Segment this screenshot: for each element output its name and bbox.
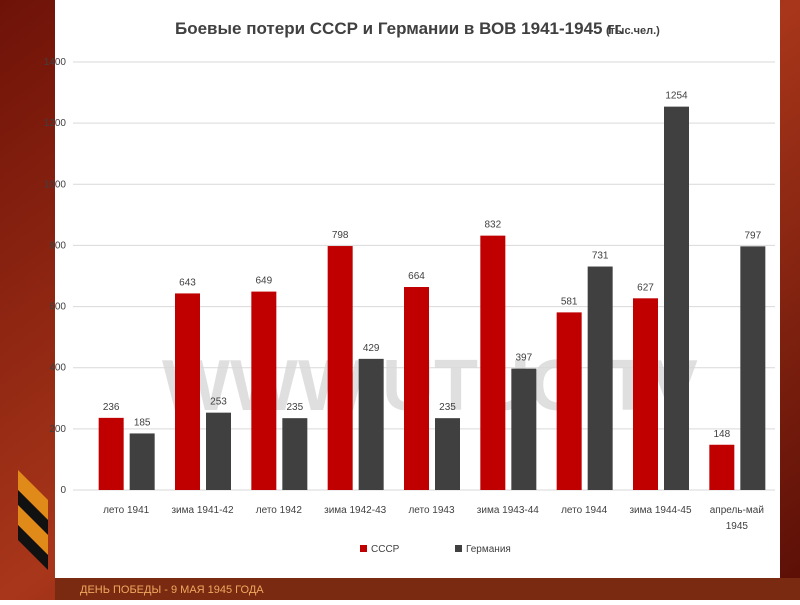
bar bbox=[709, 444, 735, 490]
legend-label: СССР bbox=[371, 544, 400, 555]
value-label: 581 bbox=[561, 296, 578, 307]
value-label: 649 bbox=[255, 276, 272, 287]
y-tick-label: 400 bbox=[49, 363, 66, 374]
chart-subtitle: (тыс.чел.) bbox=[606, 25, 660, 37]
value-label: 731 bbox=[592, 251, 609, 262]
x-tick-label: лето 1941 bbox=[103, 505, 150, 516]
bar bbox=[587, 266, 613, 490]
value-label: 797 bbox=[744, 230, 761, 241]
value-label: 185 bbox=[134, 417, 151, 428]
legend-swatch bbox=[455, 545, 462, 552]
y-tick-label: 800 bbox=[49, 240, 66, 251]
ribbon bbox=[18, 470, 48, 570]
value-label: 1254 bbox=[665, 91, 688, 102]
value-label: 664 bbox=[408, 271, 425, 282]
bar bbox=[327, 246, 353, 490]
bar bbox=[251, 291, 277, 490]
x-tick-label: зима 1942-43 bbox=[324, 505, 387, 516]
value-label: 643 bbox=[179, 277, 196, 288]
x-tick-label: апрель-май 1945 bbox=[710, 505, 764, 532]
value-label: 627 bbox=[637, 282, 654, 293]
bar bbox=[404, 287, 429, 490]
value-label: 397 bbox=[515, 353, 532, 364]
bar bbox=[358, 358, 384, 490]
bar bbox=[556, 312, 582, 490]
x-tick-label: лето 1944 bbox=[561, 505, 608, 516]
bar bbox=[206, 412, 231, 490]
bar bbox=[282, 418, 308, 490]
bar bbox=[511, 368, 537, 490]
y-tick-label: 200 bbox=[49, 424, 66, 435]
value-label: 235 bbox=[286, 402, 303, 413]
value-label: 429 bbox=[363, 343, 380, 354]
bar bbox=[98, 417, 124, 490]
bar bbox=[740, 246, 766, 490]
x-tick-label: зима 1943-44 bbox=[477, 505, 540, 516]
value-label: 148 bbox=[713, 429, 730, 440]
legend-label: Германия bbox=[466, 544, 511, 555]
chart-title: Боевые потери СССР и Германии в ВОВ 1941… bbox=[175, 19, 624, 38]
footer-strip bbox=[55, 578, 800, 600]
watermark: WWW.UTUG.TV bbox=[162, 346, 698, 426]
x-tick-label: зима 1944-45 bbox=[629, 505, 692, 516]
bar bbox=[664, 106, 689, 491]
legend-swatch bbox=[360, 545, 367, 552]
value-label: 832 bbox=[484, 220, 501, 231]
bar bbox=[175, 293, 200, 490]
bar bbox=[129, 433, 155, 490]
value-label: 236 bbox=[103, 402, 120, 413]
bar bbox=[633, 298, 658, 490]
value-label: 253 bbox=[210, 397, 227, 408]
footer: ДЕНЬ ПОБЕДЫ - 9 МАЯ 1945 ГОДА bbox=[80, 584, 264, 596]
y-tick-label: 600 bbox=[49, 302, 66, 313]
y-tick-label: 1200 bbox=[44, 118, 67, 129]
y-tick-label: 0 bbox=[60, 485, 66, 496]
x-tick-label: зима 1941-42 bbox=[171, 505, 234, 516]
value-label: 235 bbox=[439, 402, 456, 413]
y-tick-label: 1000 bbox=[44, 179, 67, 190]
value-label: 798 bbox=[332, 230, 349, 241]
y-tick-label: 1400 bbox=[44, 57, 67, 68]
bar bbox=[480, 235, 506, 490]
x-tick-label: лето 1943 bbox=[408, 505, 455, 516]
x-tick-label: лето 1942 bbox=[256, 505, 303, 516]
bar bbox=[435, 418, 460, 490]
